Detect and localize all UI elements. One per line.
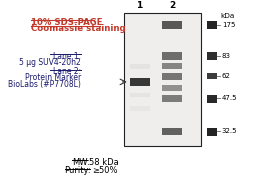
Text: 2: 2 [169, 1, 175, 10]
Bar [130, 93, 150, 97]
Text: 62: 62 [222, 73, 231, 79]
Bar [124, 13, 201, 146]
Text: Protein Marker: Protein Marker [25, 73, 81, 82]
Text: 58 kDa: 58 kDa [89, 158, 119, 167]
Text: 10% SDS-PAGE: 10% SDS-PAGE [31, 18, 103, 27]
Text: ≥50%: ≥50% [92, 166, 117, 175]
Bar [162, 63, 182, 69]
Bar [162, 94, 182, 102]
Bar [130, 78, 150, 86]
Bar [162, 85, 182, 91]
Text: MW:: MW: [72, 158, 90, 167]
Text: 175: 175 [222, 22, 235, 28]
Text: 5 μg SUV4-20h2: 5 μg SUV4-20h2 [19, 58, 81, 67]
Bar [130, 64, 150, 69]
Bar [162, 52, 182, 60]
Text: BioLabs (#P7708L): BioLabs (#P7708L) [8, 80, 81, 89]
Text: 32.5: 32.5 [222, 129, 237, 134]
Text: Purity:: Purity: [64, 166, 91, 175]
Bar [207, 94, 217, 103]
Bar [162, 73, 182, 80]
Text: 83: 83 [222, 53, 231, 59]
Bar [162, 128, 182, 135]
Bar [130, 106, 150, 111]
Bar [207, 52, 217, 60]
Bar [162, 21, 182, 30]
Text: 47.5: 47.5 [222, 95, 237, 101]
Text: kDa: kDa [220, 13, 234, 19]
Text: Lane 1:: Lane 1: [53, 52, 81, 61]
Text: Coomassie staining: Coomassie staining [31, 24, 126, 33]
Bar [207, 73, 217, 79]
Bar [207, 21, 217, 30]
Bar [207, 128, 217, 136]
Text: 1: 1 [136, 1, 143, 10]
Text: Lane 2:: Lane 2: [53, 67, 81, 76]
